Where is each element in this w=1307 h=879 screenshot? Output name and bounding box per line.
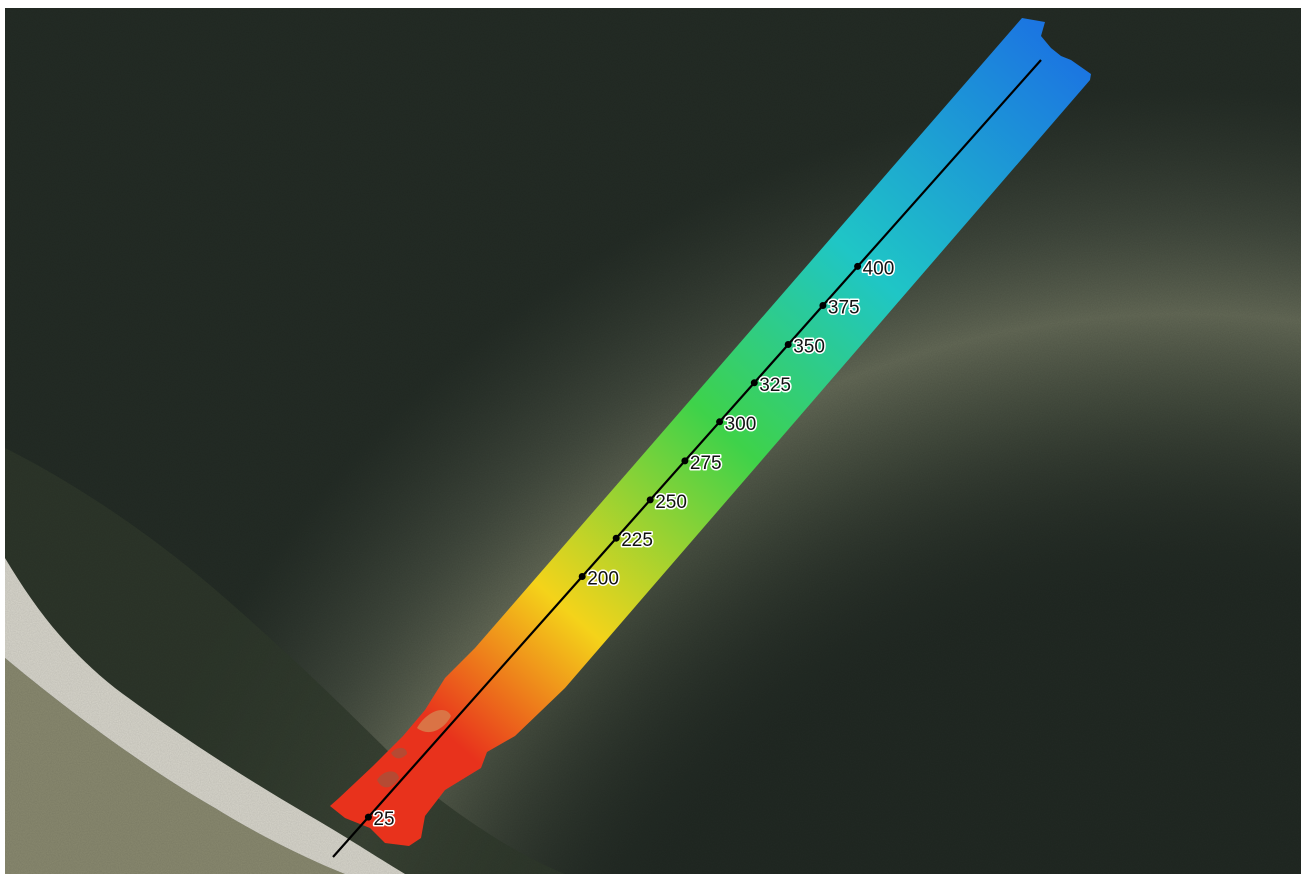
swath-gap xyxy=(391,747,407,759)
station-label: 275 xyxy=(690,453,722,474)
station-label: 350 xyxy=(793,337,825,358)
station-marker[interactable] xyxy=(819,302,827,309)
imagery-texture xyxy=(5,8,1301,874)
station-marker[interactable] xyxy=(578,573,586,580)
map-view[interactable]: 25 200 225 250 275 300 325 350 375 400 xyxy=(5,8,1301,874)
station-label: 200 xyxy=(587,569,619,590)
station-label: 250 xyxy=(655,492,687,513)
station-marker[interactable] xyxy=(364,813,372,821)
station-marker[interactable] xyxy=(854,262,862,270)
station-label: 300 xyxy=(725,414,757,435)
station-label: 325 xyxy=(759,375,791,396)
station-marker[interactable] xyxy=(784,341,792,348)
station-label: 25 xyxy=(373,809,394,830)
station-marker[interactable] xyxy=(716,418,724,426)
station-label: 375 xyxy=(828,298,860,319)
station-label: 225 xyxy=(621,530,653,551)
station-marker[interactable] xyxy=(612,534,620,542)
station-label: 400 xyxy=(863,258,895,279)
swath-gap xyxy=(377,771,399,788)
swath-gap xyxy=(417,709,451,733)
station-marker[interactable] xyxy=(681,457,689,465)
station-marker[interactable] xyxy=(646,496,654,504)
station-marker[interactable] xyxy=(750,379,758,387)
